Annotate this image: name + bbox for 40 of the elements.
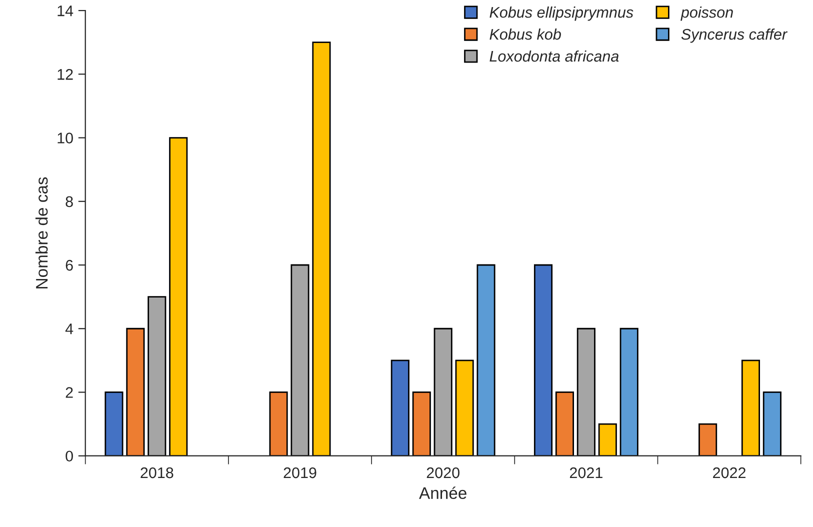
y-tick-label: 12 [58,69,73,80]
y-tick-label: 8 [66,196,73,208]
legend-label: Kobus ellipsiprymnus [490,6,634,21]
bar [455,360,474,456]
bar [698,423,718,456]
bar [620,328,638,456]
bar [534,264,553,456]
x-axis-title: Année [419,486,466,500]
legend-label: Kobus kob [490,28,561,40]
y-tick-label: 4 [65,324,74,334]
x-tick-label: 2021 [570,467,602,478]
legend-label: poisson [680,6,733,21]
x-tick-label: 2022 [713,467,746,478]
bar [555,392,574,456]
bar [126,328,145,456]
bar [434,328,452,456]
x-tick-label: 2019 [284,467,316,478]
bar [741,360,760,456]
legend-label: Loxodonta africana [490,50,619,62]
bar [762,392,782,456]
bar [598,423,617,456]
bar [412,392,431,456]
bar [312,42,331,456]
bar [169,137,188,456]
x-tick-label: 2018 [140,467,174,478]
y-tick-label: 6 [66,260,73,271]
bar [576,328,596,456]
legend-label: Syncerus caffer [681,28,788,43]
y-tick-label: 0 [66,450,73,462]
bar [269,392,288,456]
bar [148,296,166,456]
y-tick-label: 2 [66,387,73,398]
bar [104,392,124,456]
x-tick-label: 2020 [426,467,460,478]
bar [476,264,496,456]
y-tick-label: 14 [58,6,74,16]
bar [290,264,310,456]
bar [390,360,410,456]
y-axis-title: Nombre de cas [35,177,48,288]
y-tick-label: 10 [58,132,73,144]
